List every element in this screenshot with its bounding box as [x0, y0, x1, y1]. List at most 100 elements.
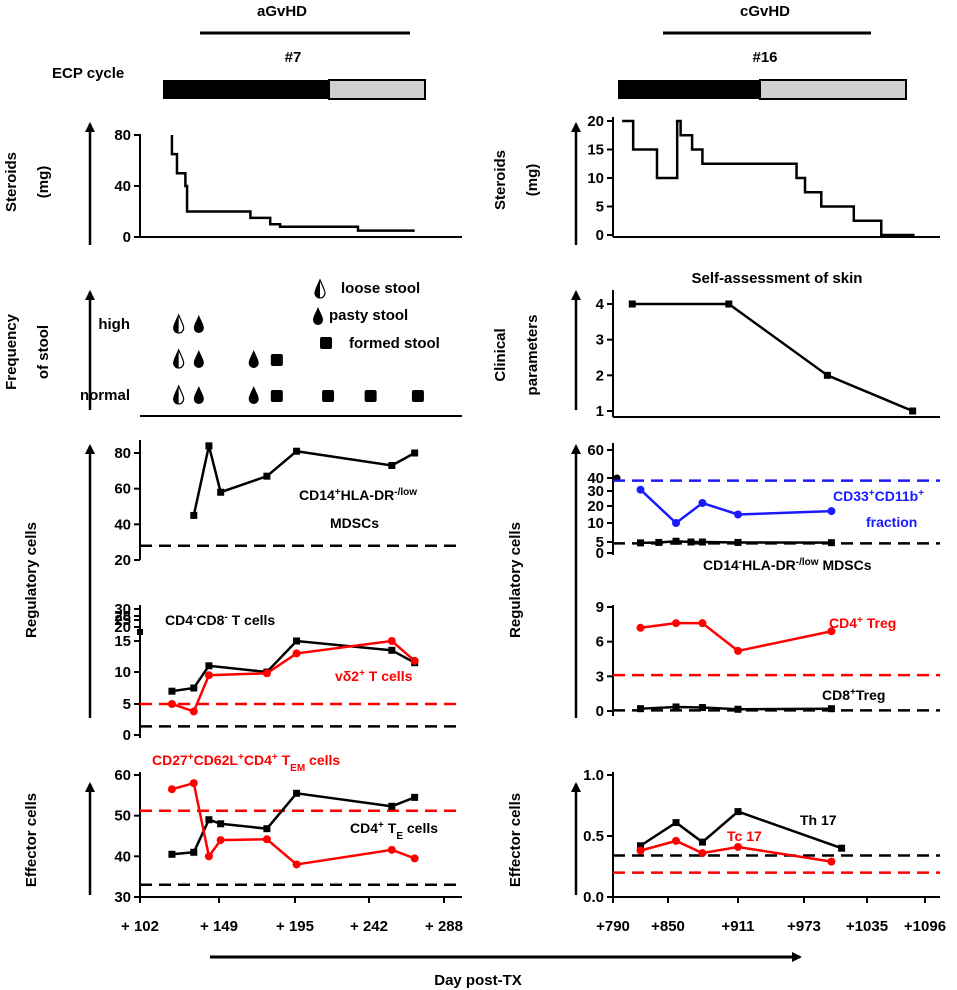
regulatory-right-ylabel: Regulatory cells — [507, 522, 524, 638]
xtick-right-label: +911 — [722, 918, 755, 935]
clinical-ylabel: Clinical parameters — [492, 315, 541, 396]
effector_left-series-1-line — [171, 781, 416, 866]
legend-formed-stool: formed stool — [349, 335, 440, 352]
xtick-left-label: + 288 — [425, 918, 463, 935]
stool-loose-point-shade — [173, 386, 179, 404]
ecp-right-active-phase — [618, 80, 760, 99]
regulatory-left-ylabel: Regulatory cells — [23, 522, 40, 638]
tcells_left-ytick-label: 28 — [114, 608, 131, 625]
tem-series-label: CD27+CD62L+CD4+ TEM cells — [152, 752, 340, 774]
stool-formed-point — [364, 390, 377, 402]
mdsc_right-ytick-label: 30 — [587, 483, 604, 500]
effector_left-series-0-point — [217, 820, 225, 828]
cgvhd-label: cGvHD — [740, 3, 790, 20]
stool-pasty-point — [193, 315, 204, 333]
steroids-right-ylabel-line1: Steroids — [492, 150, 509, 210]
effector-left-ylabel: Effector cells — [23, 793, 40, 887]
effector_right-series-1-point — [734, 842, 742, 851]
mdsc_right-series-1-point — [698, 538, 706, 546]
effector_right-ytick-label: 0.0 — [583, 889, 604, 906]
treg_right-series-0-point — [734, 646, 742, 655]
skin_self_assessment-ytick-label: 2 — [596, 367, 604, 384]
mdsc_left-ytick-label: 80 — [114, 445, 131, 462]
effector_left-ytick-label: 50 — [114, 808, 131, 825]
steroids_right-ytick-label: 15 — [587, 142, 604, 159]
steroids-left-ylabel: Steroids (mg) — [3, 152, 52, 212]
tcells_left-ytick-label: 0 — [123, 727, 131, 744]
tcells_left-series-0-point — [293, 637, 301, 645]
mdsc_left-series-0-point — [217, 488, 225, 496]
tcells_left-series-0-point — [168, 687, 176, 695]
stool-pasty-point — [248, 350, 259, 368]
mdsc_right-series-1-point — [672, 537, 680, 545]
mdsc_right-series-1-point — [734, 538, 742, 546]
effector_left-series-1-point — [410, 854, 419, 863]
steroids_right-ytick-label: 10 — [587, 170, 604, 187]
steroids-right-ylabel-line2: (mg) — [524, 164, 541, 197]
skin_self_assessment-point — [823, 371, 831, 379]
skin_self_assessment-point — [628, 300, 636, 308]
effector_right-ytick-label: 1.0 — [583, 767, 604, 784]
mdsc_right-ytick-label: 60 — [587, 442, 604, 459]
skin_self_assessment-line — [632, 302, 914, 413]
tcells_left-ytick-label: 10 — [114, 664, 131, 681]
tcells-axis-break-marker — [137, 629, 143, 635]
effector_left-ytick-label: 30 — [114, 889, 131, 906]
te-series-label: CD4+ TE cells — [350, 820, 438, 842]
mdsc_right-ytick-label: 5 — [596, 534, 604, 551]
effector_left-series-1-point — [204, 852, 213, 861]
cd8-treg-series-label: CD8+Treg — [822, 687, 885, 704]
stool-pasty-point — [248, 386, 259, 404]
effector_right-series-0-point — [672, 819, 680, 827]
legend-loose-stool: loose stool — [341, 280, 420, 297]
tcells_left-series-0-point — [388, 646, 396, 654]
clinical-ylabel-line1: Clinical — [492, 328, 509, 381]
stool-loose-point-shade — [173, 315, 179, 333]
mdsc_right-series-1-point — [687, 538, 695, 546]
xtick-left-label: + 102 — [121, 918, 159, 935]
effector_right-series-0-point — [838, 844, 846, 852]
steroids-left-ylabel-line1: Steroids — [3, 152, 20, 212]
xtick-right-label: +973 — [787, 918, 821, 935]
effector_left-series-0-point — [411, 793, 419, 801]
tcells_left-ytick-label: 30 — [114, 601, 131, 618]
left-cycle-number: #7 — [285, 49, 302, 66]
steroids_left-ytick-label: 40 — [114, 178, 131, 195]
xaxis-label: Day post-TX — [434, 972, 522, 989]
xtick-right-label: +790 — [596, 918, 630, 935]
stool-level-normal: normal — [80, 387, 130, 404]
effector_left-series-1-point — [292, 860, 301, 869]
treg_right-series-1-point — [637, 705, 644, 713]
stool-ylabel: Frequency of stool — [3, 313, 52, 390]
skin_self_assessment-point — [909, 407, 917, 415]
mdsc_right-ytick-label: 10 — [587, 515, 604, 532]
mdsc_right-series-0-point — [734, 510, 742, 519]
stool-pasty-point — [193, 386, 204, 404]
mdsc_right-series-0-point — [672, 519, 681, 527]
skin_self_assessment-ytick-label: 1 — [596, 403, 604, 420]
stool-loose-point-shade — [173, 350, 179, 368]
mdsc_right-series-0-point — [827, 507, 836, 516]
skin-chart-title: Self-assessment of skin — [692, 270, 863, 287]
mdsc_left-series-0-point — [190, 511, 198, 519]
xtick-right-label: +1035 — [846, 918, 888, 935]
steroids-left-ylabel-line2: (mg) — [35, 166, 52, 199]
treg_right-series-1-point — [734, 705, 742, 713]
mdsc_left-series-0-line — [192, 445, 416, 516]
tc17-series-label: Tc 17 — [727, 828, 762, 844]
treg_right-ytick-label: 0 — [596, 703, 604, 720]
mdsc_left-series-0-point — [411, 449, 419, 457]
cd33-series-label: CD33+CD11b+ — [833, 488, 924, 505]
xtick-left-label: + 195 — [276, 918, 314, 935]
stool-formed-point — [270, 354, 283, 366]
axis-lines — [139, 117, 940, 898]
ecp-right-inactive-phase — [759, 79, 907, 100]
effector_right-series-0-point — [734, 808, 742, 816]
effector_right-series-0-point — [698, 838, 706, 846]
tcells_left-series-1-point — [167, 700, 176, 708]
cd33-series-label-line2: fraction — [866, 514, 917, 530]
tcells_left-ytick-label: 25 — [114, 612, 131, 629]
steroids-right-ylabel: Steroids (mg) — [492, 150, 541, 210]
mdsc_right-ytick-label: 20 — [587, 498, 604, 515]
xtick-right-label: +850 — [651, 918, 685, 935]
